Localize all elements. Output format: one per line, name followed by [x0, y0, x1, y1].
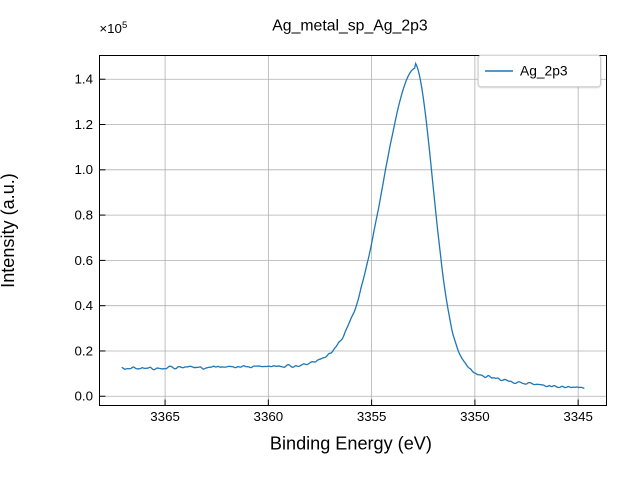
svg-text:0.8: 0.8: [75, 208, 94, 223]
svg-text:Ag_2p3: Ag_2p3: [520, 64, 568, 79]
svg-text:0.4: 0.4: [75, 298, 94, 313]
svg-text:3350: 3350: [460, 409, 490, 424]
svg-text:Binding Energy (eV): Binding Energy (eV): [270, 434, 432, 454]
svg-text:1.2: 1.2: [75, 117, 94, 132]
svg-text:0.2: 0.2: [75, 343, 94, 358]
svg-text:Ag_metal_sp_Ag_2p3: Ag_metal_sp_Ag_2p3: [272, 18, 428, 35]
svg-text:×105: ×105: [99, 20, 127, 37]
svg-text:Intensity (a.u.): Intensity (a.u.): [0, 173, 18, 288]
svg-text:0.0: 0.0: [75, 389, 94, 404]
svg-text:3345: 3345: [563, 409, 593, 424]
svg-text:3360: 3360: [254, 409, 284, 424]
svg-text:0.6: 0.6: [75, 253, 94, 268]
svg-text:1.4: 1.4: [75, 72, 94, 87]
svg-text:1.0: 1.0: [75, 162, 94, 177]
svg-text:3355: 3355: [357, 409, 387, 424]
svg-text:3365: 3365: [150, 409, 180, 424]
